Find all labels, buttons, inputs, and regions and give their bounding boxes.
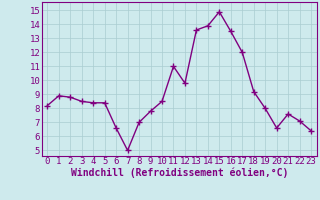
X-axis label: Windchill (Refroidissement éolien,°C): Windchill (Refroidissement éolien,°C) (70, 168, 288, 178)
